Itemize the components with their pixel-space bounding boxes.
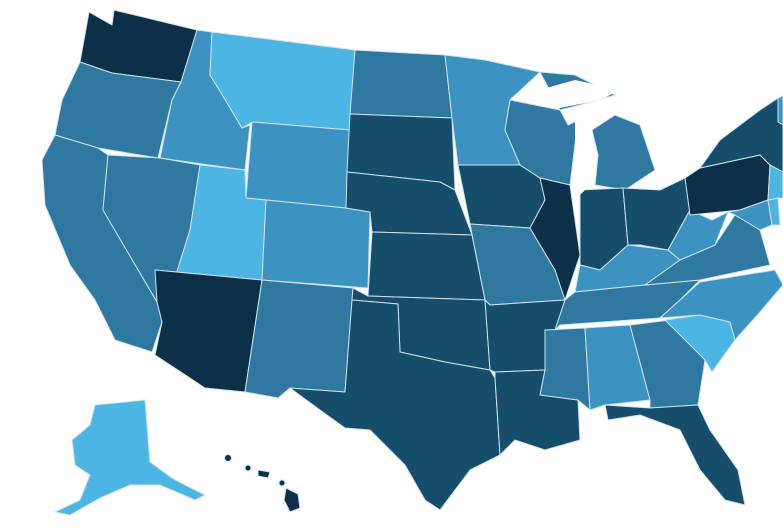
state-hi[interactable] — [224, 454, 301, 513]
state-ak[interactable] — [54, 399, 206, 516]
state-nc[interactable] — [659, 269, 783, 341]
state-nj[interactable] — [767, 164, 783, 201]
state-nm[interactable] — [244, 279, 354, 399]
lake-superior — [510, 80, 620, 108]
state-tx[interactable] — [289, 299, 501, 511]
state-az[interactable] — [154, 269, 263, 393]
state-ks[interactable] — [367, 231, 486, 301]
state-fl[interactable] — [604, 404, 746, 506]
state-ia[interactable] — [457, 164, 546, 229]
state-wy[interactable] — [245, 121, 351, 209]
state-al[interactable] — [584, 324, 651, 411]
lake-michigan — [575, 110, 595, 195]
state-il[interactable] — [529, 177, 581, 301]
state-co[interactable] — [261, 199, 371, 289]
state-nd[interactable] — [349, 49, 453, 119]
state-vt[interactable] — [777, 95, 783, 126]
